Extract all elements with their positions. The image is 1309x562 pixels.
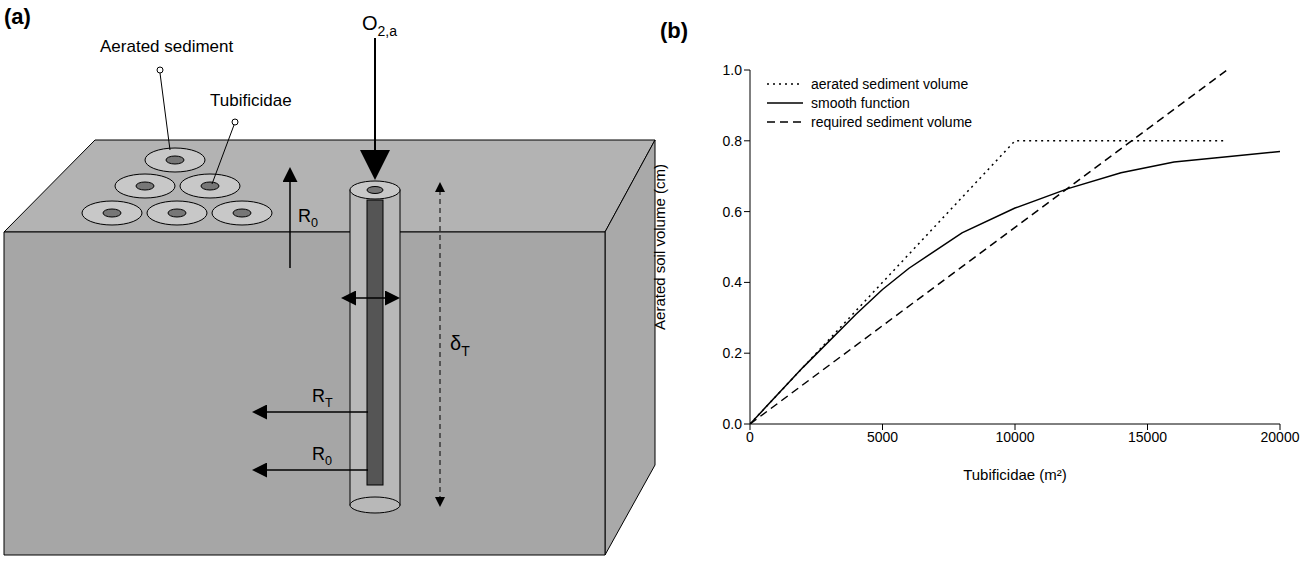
svg-text:Tubificidae: Tubificidae — [210, 91, 292, 110]
html-text:smooth function: smooth function — [811, 94, 910, 111]
svg-text:RT: RT — [312, 386, 333, 410]
svg-text:0: 0 — [746, 429, 754, 445]
svg-text:O2,a: O2,a — [362, 12, 397, 39]
html-text:(b): (b) — [660, 18, 689, 43]
svg-text:0.0: 0.0 — [723, 416, 743, 432]
svg-text:0.8: 0.8 — [723, 133, 743, 149]
svg-text:Tubificidae (m²): Tubificidae (m²) — [963, 466, 1067, 483]
svg-text:δT: δT — [450, 332, 470, 359]
svg-text:R0: R0 — [298, 206, 318, 230]
svg-text:20000: 20000 — [1261, 429, 1300, 445]
svg-text:(a): (a) — [4, 4, 31, 29]
html-text:required sediment volume: required sediment volume — [811, 113, 973, 130]
html-text:aerated sediment volume: aerated sediment volume — [811, 75, 969, 92]
svg-text:1.0: 1.0 — [723, 62, 743, 78]
svg-text:0.4: 0.4 — [723, 274, 743, 290]
svg-text:5000: 5000 — [867, 429, 898, 445]
svg-text:R0: R0 — [312, 444, 332, 468]
svg-text:0.2: 0.2 — [723, 345, 743, 361]
svg-text:15000: 15000 — [1128, 429, 1167, 445]
svg-text:Aerated sediment: Aerated sediment — [100, 37, 234, 56]
svg-text:0.6: 0.6 — [723, 204, 743, 220]
svg-text:Aerated soil volume (cm): Aerated soil volume (cm) — [651, 164, 668, 330]
svg-text:10000: 10000 — [996, 429, 1035, 445]
